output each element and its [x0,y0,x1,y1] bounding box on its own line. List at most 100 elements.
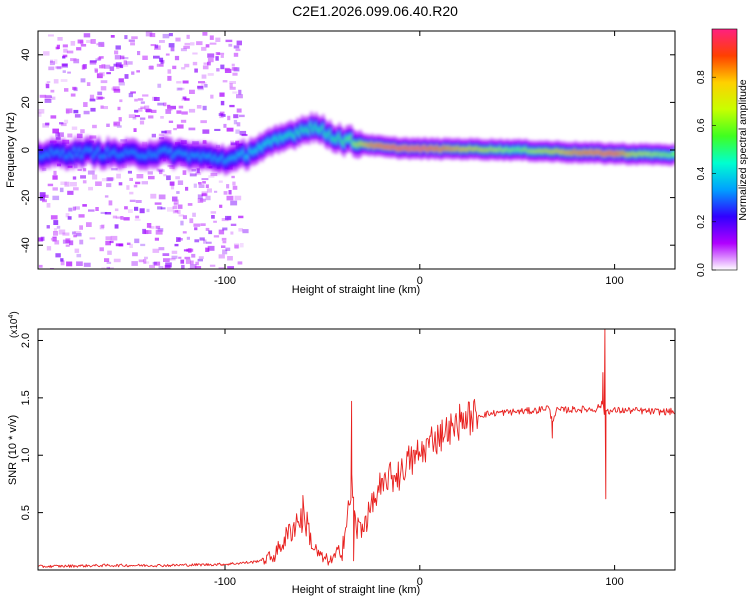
noise-cell [158,247,165,251]
noise-cell [56,66,62,70]
noise-cell [97,91,103,96]
spectrogram-x-axis-label: Height of straight line (km) [292,284,420,296]
noise-cell [235,129,240,134]
noise-cell [131,71,135,75]
snr-y-axis-label: SNR (10 * v/v) [7,415,19,485]
y-tick-label: 0 [20,147,32,153]
noise-cell [232,185,238,190]
noise-cell [238,228,243,232]
noise-cell [98,56,104,59]
noise-cell [82,180,87,184]
noise-cell [227,256,233,261]
noise-cell [135,181,141,185]
noise-cell [163,258,170,262]
noise-cell [230,223,237,226]
noise-cell [118,81,125,86]
noise-cell [104,258,110,262]
ridge-band [38,111,675,177]
noise-cell [135,215,140,219]
noise-cell [218,254,225,259]
noise-cell [184,98,190,101]
noise-cell [161,130,167,134]
noise-cell [128,92,133,98]
noise-cell [165,53,170,56]
noise-cell [106,123,110,127]
noise-cell [139,208,145,214]
noise-cell [60,258,64,262]
noise-cell [178,105,184,109]
noise-cell [182,170,187,175]
noise-cell [233,52,239,57]
noise-cell [109,66,115,71]
noise-cell [181,111,188,115]
noise-cell [67,190,74,195]
noise-cell [44,94,51,100]
noise-cell [198,256,204,259]
noise-cell [97,57,102,61]
noise-cell [185,259,191,264]
noise-cell [203,239,207,244]
noise-cell [110,35,115,38]
noise-cell [229,104,235,108]
noise-cell [112,86,120,91]
noise-cell [196,105,202,109]
noise-cell [215,56,219,61]
snr-multiplier-close: ) [9,311,20,314]
noise-cell [175,176,180,180]
noise-cell [92,174,98,180]
noise-cell [207,245,215,251]
noise-cell [167,104,171,109]
noise-cell [174,243,179,247]
noise-cell [52,187,58,191]
noise-cell [158,133,165,136]
noise-cell [162,33,170,39]
noise-cell [205,44,210,48]
noise-cell [146,223,152,228]
noise-cell [113,88,121,93]
noise-cell [201,82,207,86]
noise-cell [174,55,180,61]
noise-cell [66,261,73,267]
noise-cell [67,71,71,74]
noise-cell [114,208,119,212]
noise-cell [202,32,208,36]
noise-cell [129,243,133,248]
noise-cell [198,81,205,84]
noise-cell [190,42,195,46]
noise-cell [125,61,133,65]
noise-cell [48,66,55,71]
noise-cell [176,237,181,242]
noise-cell [182,80,189,84]
noise-cell [140,117,146,120]
noise-cell [43,194,49,198]
noise-cell [62,63,68,68]
noise-cell [219,204,223,208]
noise-cell [183,249,189,252]
noise-cell [191,253,196,258]
noise-cell [197,194,203,200]
noise-cell [57,132,64,137]
y-tick-label: 1.0 [20,448,32,463]
y-tick-label: 0.5 [20,505,32,520]
colorbar: 0.0 0.2 0.4 0.6 0.8 Normalized spectral ampl… [696,28,749,277]
noise-cell [48,34,54,37]
noise-cell [142,228,146,234]
colorbar-tick-label: 0.6 [696,118,707,132]
noise-cell [205,195,211,201]
noise-cell [197,198,204,203]
noise-cell [172,65,177,70]
noise-cell [186,34,190,39]
noise-cell [226,127,234,132]
noise-cell [114,55,121,60]
noise-cell [60,123,67,127]
noise-cell [39,94,47,98]
noise-cell [220,114,226,117]
noise-cell [38,112,42,117]
noise-cell [134,115,140,118]
noise-cell [210,94,214,99]
noise-cell [122,57,129,60]
noise-cell [167,165,174,168]
noise-cell [152,261,157,265]
noise-cell [195,261,199,266]
noise-cell [168,33,173,37]
